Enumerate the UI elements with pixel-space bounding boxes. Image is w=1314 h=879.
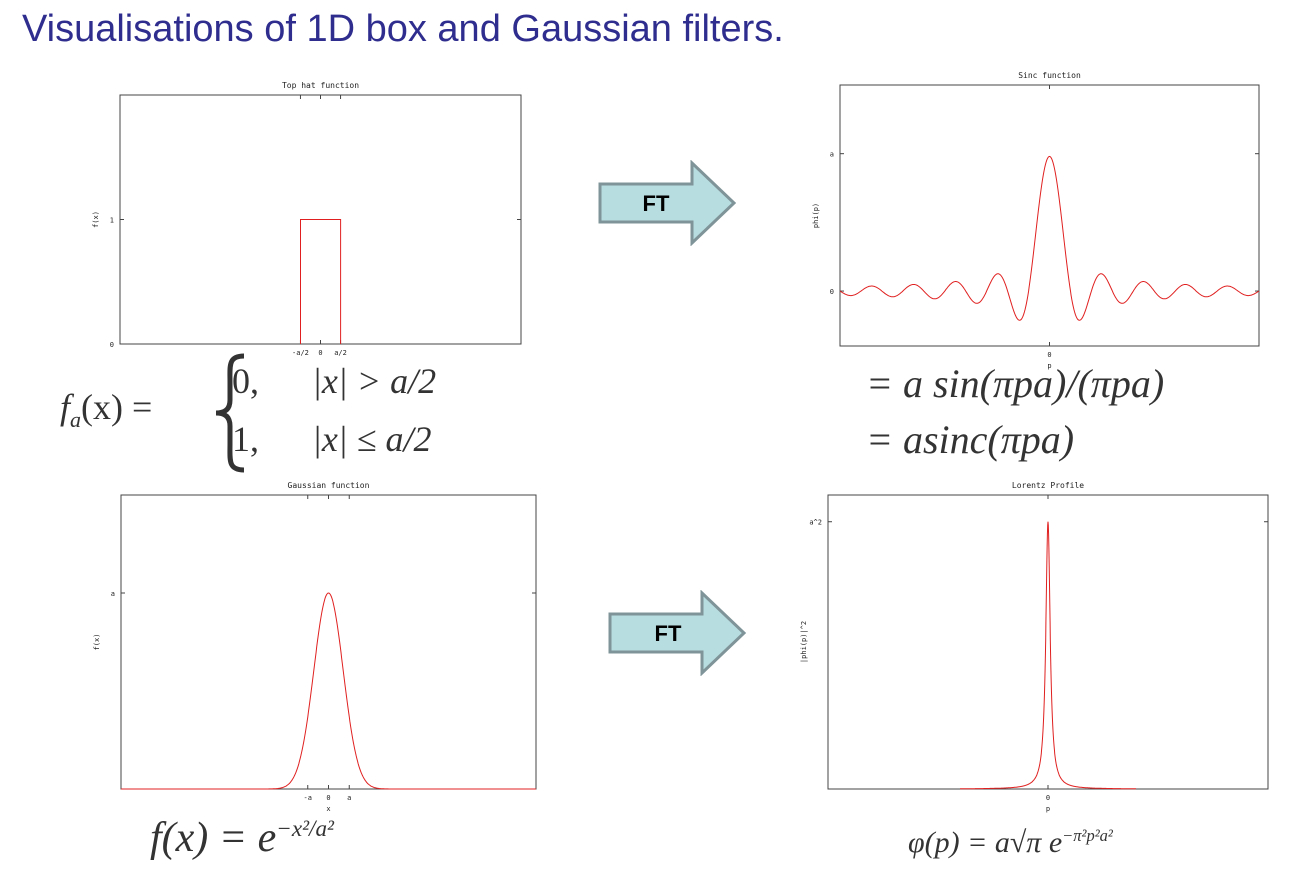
sinc-formula-line2: = asinc(πpa) — [866, 417, 1075, 462]
gaussian-xtick-label: -a — [304, 794, 312, 802]
lorentz-series-line — [960, 521, 1136, 790]
lorentz-chart: Lorentz Profile |phi(p)|^2 p a^2 0 — [800, 481, 1269, 813]
top-hat-case1-val: 0, — [232, 361, 259, 401]
top-hat-series-line — [300, 219, 342, 344]
lorentz-ylabel: |phi(p)|^2 — [800, 621, 808, 663]
top-hat-case2-cond: |x| ≤ a/2 — [312, 419, 432, 459]
sinc-ylabel: phi(p) — [812, 203, 820, 228]
ft-arrow-top-label: FT — [643, 191, 670, 216]
slide-title: Visualisations of 1D box and Gaussian fi… — [22, 8, 784, 50]
sinc-ytick-label: 0 — [830, 288, 834, 296]
brace-icon — [215, 353, 245, 473]
lorentz-title: Lorentz Profile — [1012, 481, 1084, 490]
gaussian-xlabel: x — [326, 805, 330, 813]
ft-arrow-bottom: FT — [608, 590, 747, 676]
lorentz-exponent: −π²p²a² — [1062, 826, 1113, 845]
lorentz-lhs: φ(p) = a√π e — [908, 826, 1063, 859]
gaussian-chart: Gaussian function f(x) x a -a 0 a — [93, 481, 537, 813]
gaussian-plot-frame — [120, 494, 537, 790]
top-hat-title: Top hat function — [282, 81, 359, 90]
gaussian-ytick-label: a — [111, 590, 115, 598]
lorentz-xtick-label: 0 — [1046, 794, 1050, 802]
gaussian-formula: f(x) = e−x²/a² — [150, 814, 334, 862]
sinc-xlabel: p — [1047, 362, 1051, 370]
sinc-chart: Sinc function phi(p) p 0 a 0 — [812, 71, 1260, 370]
top-hat-xtick-label: -a/2 — [292, 349, 309, 357]
top-hat-case2-val: 1, — [232, 419, 259, 459]
top-hat-xtick-label: 0 — [318, 349, 322, 357]
ft-arrow-top: FT — [598, 160, 737, 246]
lorentz-ytick-label: a^2 — [809, 519, 822, 527]
sinc-title: Sinc function — [1018, 71, 1081, 80]
gaussian-series-line — [121, 592, 536, 790]
lorentz-xlabel: p — [1046, 805, 1050, 813]
top-hat-xtick-label: a/2 — [334, 349, 347, 357]
gaussian-xtick-label: 0 — [326, 794, 330, 802]
gaussian-xtick-label: a — [347, 794, 351, 802]
gaussian-exponent: −x²/a² — [276, 815, 334, 841]
top-hat-sub: a — [70, 407, 82, 433]
top-hat-chart: Top hat function f(x) 0 1 -a/2 0 a/2 — [92, 81, 522, 357]
top-hat-ytick-label: 1 — [110, 217, 114, 225]
top-hat-ylabel: f(x) — [92, 211, 100, 228]
top-hat-formula: fa(x) = 0, |x| > a/2 1, |x| ≤ a/2 — [60, 352, 500, 474]
gaussian-title: Gaussian function — [288, 481, 370, 490]
gaussian-ylabel: f(x) — [93, 634, 101, 651]
top-hat-arg: (x) = — [81, 387, 153, 427]
gaussian-lhs: f(x) = e — [150, 815, 277, 861]
sinc-formula-line1: = a sin(πpa)/(πpa) — [866, 361, 1165, 406]
lorentz-formula: φ(p) = a√π e−π²p²a² — [908, 826, 1113, 860]
sinc-series-line — [839, 155, 1260, 321]
top-hat-case1-cond: |x| > a/2 — [312, 361, 437, 401]
sinc-plot-frame — [839, 84, 1260, 347]
top-hat-ytick-label: 0 — [110, 341, 114, 349]
lorentz-plot-frame — [827, 494, 1269, 790]
ft-arrow-bottom-label: FT — [655, 621, 682, 646]
top-hat-lhs: f — [60, 387, 71, 427]
sinc-ytick-label: a — [830, 151, 834, 159]
sinc-xtick-label: 0 — [1047, 351, 1051, 359]
